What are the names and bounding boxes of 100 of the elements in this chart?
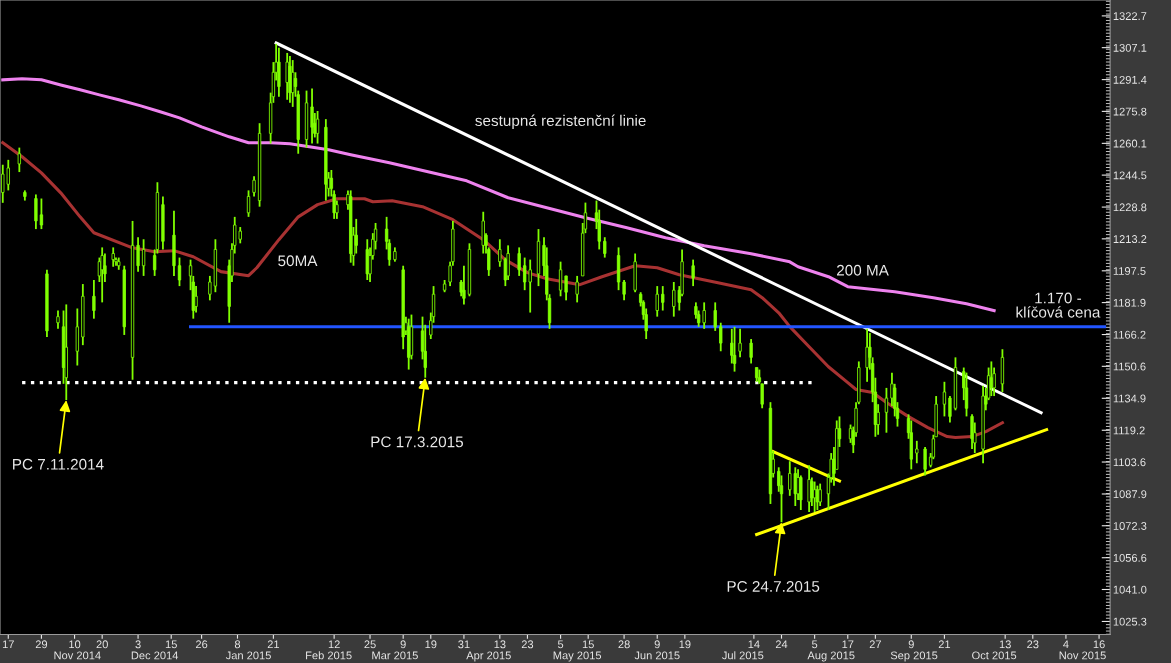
annotation: 50MA <box>278 255 318 267</box>
x2-tick-label: Apr 2015 <box>466 651 511 662</box>
candlestick <box>92 279 96 320</box>
x2-tick-label: Mar 2015 <box>372 651 418 660</box>
x-tick-label: 9 <box>654 640 660 649</box>
x-tick-label: 13 <box>999 640 1011 649</box>
candlestick <box>691 258 695 287</box>
candlestick <box>807 464 811 514</box>
x-tick-label: 23 <box>521 640 534 649</box>
candlestick <box>310 87 314 145</box>
annotation: 1.170 - klíčová cena <box>1016 292 1101 318</box>
candlestick <box>964 371 969 418</box>
candlestick <box>285 52 289 101</box>
x-tick-label: 23 <box>1027 640 1039 649</box>
candlestick <box>177 256 182 287</box>
candlestick <box>603 236 607 259</box>
y-tick-label: 1181.9 <box>1113 298 1146 307</box>
x-tick-label: 5 <box>811 640 818 649</box>
candlestick <box>749 338 753 365</box>
y-tick-label: 1275.8 <box>1113 107 1147 116</box>
y-tick-label: 1291.4 <box>1113 75 1147 84</box>
x-tick-label: 3 <box>135 640 141 649</box>
x-tick-label: 5 <box>557 640 564 649</box>
line-series <box>1 77 996 313</box>
x-tick-label: 21 <box>267 640 280 649</box>
x-tick-label: 16 <box>1093 640 1105 649</box>
x2-tick-label: Feb 2015 <box>306 651 352 660</box>
x2-tick-label: Sep 2015 <box>890 651 938 662</box>
x-tick-label: 17 <box>2 640 14 649</box>
x2-tick-label: Nov 2015 <box>1059 651 1106 660</box>
x-tick-label: 31 <box>458 640 470 649</box>
candlestick <box>564 275 568 302</box>
candlestick <box>517 246 521 277</box>
x2-tick-label: Jun 2015 <box>634 651 680 660</box>
x2-tick-label: Jul 2015 <box>722 651 764 660</box>
y-tick-label: 1166.2 <box>1113 330 1146 339</box>
x-tick-label: 27 <box>869 640 882 649</box>
y-tick-label: 1260.1 <box>1113 139 1147 148</box>
candlestick <box>923 446 927 477</box>
candlestick <box>865 327 869 383</box>
y-tick-label: 1213.2 <box>1113 235 1147 243</box>
candlestick <box>942 380 947 418</box>
candlestick <box>39 197 44 230</box>
x-tick-label: 4 <box>1063 640 1069 649</box>
annotation: PC 7.11.2014 <box>13 458 104 470</box>
candlestick <box>948 395 952 424</box>
x-tick-label: 15 <box>582 640 594 649</box>
candlestick <box>208 275 212 302</box>
y-tick-label: 1307.1 <box>1113 43 1147 52</box>
x-tick-label: 29 <box>35 640 48 649</box>
x-tick-label: 12 <box>328 640 340 649</box>
x-tick-label: 19 <box>425 640 437 649</box>
y-tick-label: 1119.2 <box>1113 426 1145 435</box>
candlestick <box>622 279 626 302</box>
x-tick-label: 10 <box>69 640 81 649</box>
x-tick-label: 17 <box>842 640 854 649</box>
candlestick <box>141 238 146 277</box>
x-tick-label: 25 <box>364 640 376 649</box>
annotation: PC 24.7.2015 <box>727 581 820 592</box>
y-tick-label: 1322.7 <box>1113 12 1147 21</box>
candlestick <box>719 321 723 353</box>
y-tick-label: 1041.0 <box>1113 585 1147 594</box>
x-tick-label: 19 <box>679 640 691 649</box>
candlestick <box>915 439 919 465</box>
y-tick-label: 1244.5 <box>1113 171 1147 180</box>
annotation: 200 MA <box>837 264 889 276</box>
y-tick-label: 1072.3 <box>1113 522 1147 530</box>
candlestick <box>558 260 563 298</box>
candlestick <box>732 325 737 373</box>
y-tick-label: 1087.9 <box>1113 490 1147 499</box>
y-tick-label: 1197.5 <box>1113 267 1146 275</box>
candlestick <box>136 236 140 273</box>
x-tick-label: 24 <box>775 640 788 649</box>
candlestick <box>575 275 579 304</box>
annotation: PC 17.3.2015 <box>371 436 464 448</box>
x-tick-label: 26 <box>195 640 208 649</box>
candlestick <box>661 285 665 312</box>
candlestick <box>884 386 889 434</box>
x-tick-label: 9 <box>908 640 914 649</box>
x-tick-label: 21 <box>938 640 951 649</box>
candlestick <box>252 175 256 198</box>
x-tick-label: 15 <box>165 640 177 649</box>
x2-tick-label: Jan 2015 <box>225 651 271 660</box>
x-tick-label: 20 <box>96 640 108 649</box>
x-tick-label: 14 <box>748 640 760 649</box>
x2-tick-label: May 2015 <box>553 651 602 662</box>
x2-tick-label: Nov 2014 <box>54 651 101 660</box>
candlestick <box>56 309 60 330</box>
candlestick <box>246 189 251 218</box>
candlestick <box>655 285 659 318</box>
candlestick <box>818 482 822 507</box>
x2-tick-label: Oct 2015 <box>972 651 1017 660</box>
y-tick-label: 1103.6 <box>1113 458 1146 467</box>
y-tick-label: 1150.6 <box>1113 362 1146 371</box>
x2-tick-label: Aug 2015 <box>807 651 855 662</box>
y-tick-label: 1056.6 <box>1113 553 1147 562</box>
annotation: sestupná rezistenční linie <box>475 114 646 130</box>
x-tick-label: 9 <box>400 640 406 649</box>
x-tick-label: 13 <box>494 640 506 649</box>
candlestick <box>34 193 38 230</box>
